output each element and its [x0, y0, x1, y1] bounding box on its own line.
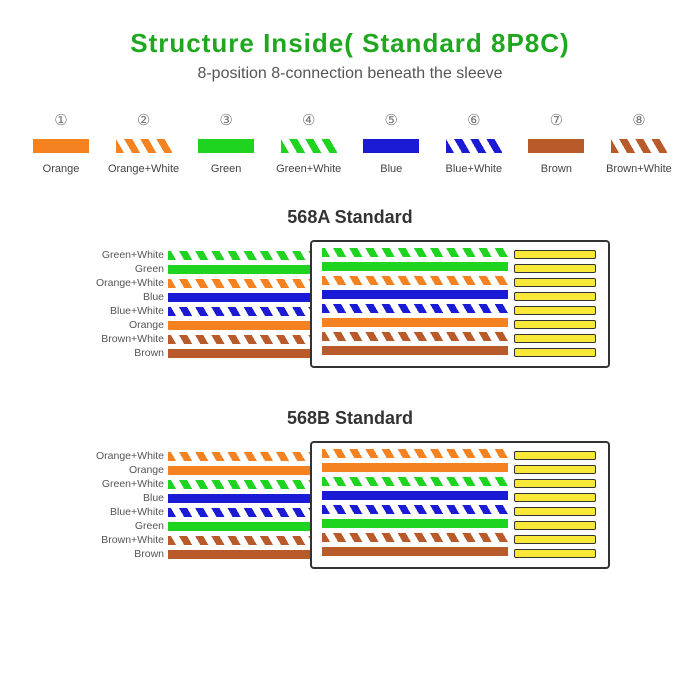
wire-label: Brown+White [70, 534, 168, 546]
legend-item: ② Orange+White [105, 111, 183, 175]
legend-item: ⑤ Blue [352, 111, 430, 175]
wire-label: Green [70, 520, 168, 532]
connector-pin [514, 264, 596, 273]
connector-wire [322, 449, 508, 458]
wire-label: Orange+White [70, 450, 168, 462]
legend-number: ⑤ [352, 111, 430, 129]
rj45-connector [310, 441, 610, 569]
connector-pin [514, 493, 596, 502]
rj45-connector [310, 240, 610, 368]
wiring-diagram: Green+White Green Orange+White Blue Blue+Whi… [70, 236, 630, 376]
legend-item: ⑧ Brown+White [600, 111, 678, 175]
standard-block: 568B Standard Orange+White Orange Green+Whi… [0, 408, 700, 577]
connector-pin [514, 278, 596, 287]
color-swatch [611, 139, 667, 153]
wire-label: Green+White [70, 249, 168, 261]
legend-number: ⑦ [517, 111, 595, 129]
connector-pin [514, 479, 596, 488]
connector-pin [514, 320, 596, 329]
color-swatch [281, 139, 337, 153]
legend-number: ⑥ [435, 111, 513, 129]
connector-pin [514, 535, 596, 544]
page-title: Structure Inside( Standard 8P8C) [0, 28, 700, 59]
legend-label: Green+White [270, 163, 348, 175]
wire-label: Blue [70, 291, 168, 303]
connector-wire [322, 346, 508, 355]
connector-wire [322, 491, 508, 500]
standard-title: 568B Standard [0, 408, 700, 429]
connector-pin [514, 348, 596, 357]
connector-pin [514, 465, 596, 474]
connector-pin [514, 507, 596, 516]
legend-item: ⑥ Blue+White [435, 111, 513, 175]
legend-number: ③ [187, 111, 265, 129]
legend-item: ④ Green+White [270, 111, 348, 175]
connector-wire [322, 304, 508, 313]
connector-wire [322, 332, 508, 341]
connector-wire [322, 519, 508, 528]
page-subtitle: 8-position 8-connection beneath the slee… [0, 65, 700, 83]
wire-label: Orange [70, 319, 168, 331]
header: Structure Inside( Standard 8P8C) 8-posit… [0, 0, 700, 83]
standard-title: 568A Standard [0, 207, 700, 228]
legend-label: Orange [22, 163, 100, 175]
standard-block: 568A Standard Green+White Green Orange+Whit… [0, 207, 700, 376]
color-swatch [363, 139, 419, 153]
legend-item: ① Orange [22, 111, 100, 175]
legend-number: ① [22, 111, 100, 129]
connector-pin [514, 451, 596, 460]
wire-label: Blue+White [70, 506, 168, 518]
color-swatch [528, 139, 584, 153]
legend-label: Green [187, 163, 265, 175]
wire-label: Blue+White [70, 305, 168, 317]
connector-wire [322, 505, 508, 514]
color-swatch [33, 139, 89, 153]
wire-label: Green+White [70, 478, 168, 490]
wire-label: Blue [70, 492, 168, 504]
legend-label: Blue [352, 163, 430, 175]
color-swatch [198, 139, 254, 153]
connector-pin [514, 334, 596, 343]
connector-pin [514, 549, 596, 558]
connector-wire [322, 463, 508, 472]
legend-number: ② [105, 111, 183, 129]
color-swatch [116, 139, 172, 153]
connector-wire [322, 318, 508, 327]
connector-pin [514, 292, 596, 301]
connector-pin [514, 250, 596, 259]
connector-wire [322, 248, 508, 257]
connector-wire [322, 547, 508, 556]
legend-label: Orange+White [105, 163, 183, 175]
standards-container: 568A StandardGreen+WhiteGreenOrange+Whit… [0, 207, 700, 577]
connector-wire [322, 290, 508, 299]
connector-pin [514, 306, 596, 315]
connector-wire [322, 276, 508, 285]
color-swatch [446, 139, 502, 153]
legend-label: Blue+White [435, 163, 513, 175]
connector-pin [514, 521, 596, 530]
wire-label: Green [70, 263, 168, 275]
wire-label: Orange+White [70, 277, 168, 289]
legend-item: ③ Green [187, 111, 265, 175]
connector-wire [322, 533, 508, 542]
wire-label: Brown [70, 347, 168, 359]
legend-label: Brown+White [600, 163, 678, 175]
wiring-diagram: Orange+White Orange Green+White Blue Blue+Wh… [70, 437, 630, 577]
color-legend: ① Orange ② Orange+White ③ Green ④ Green+White ⑤ B… [0, 83, 700, 175]
wire-label: Orange [70, 464, 168, 476]
legend-label: Brown [517, 163, 595, 175]
legend-item: ⑦ Brown [517, 111, 595, 175]
wire-label: Brown+White [70, 333, 168, 345]
legend-number: ⑧ [600, 111, 678, 129]
wire-label: Brown [70, 548, 168, 560]
connector-wire [322, 262, 508, 271]
connector-wire [322, 477, 508, 486]
legend-number: ④ [270, 111, 348, 129]
